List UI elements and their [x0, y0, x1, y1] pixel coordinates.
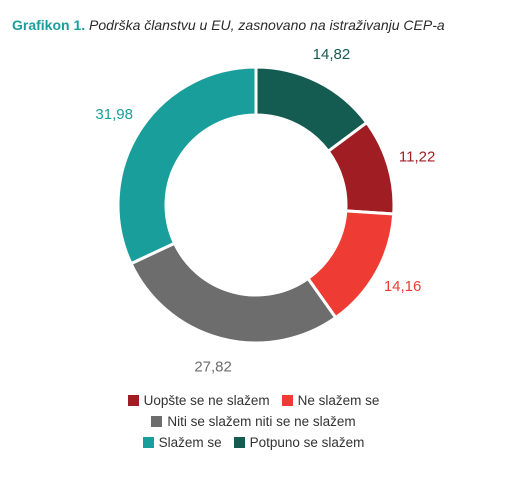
data-label-ne-slazem-se: 14,16 — [384, 278, 422, 295]
slice-slazem-se — [116, 65, 258, 266]
legend-label: Potpuno se slažem — [249, 435, 365, 450]
legend-item-uopste-se-ne-slazem: Uopšte se ne slažem — [127, 393, 270, 408]
slice-niti-se-slazem-niti-se-ne-slazem — [129, 241, 338, 345]
chart-title-lead: Grafikon 1. — [12, 17, 86, 33]
data-label-niti-se-slazem-niti-se-ne-slazem: 27,82 — [194, 358, 232, 375]
legend-row: Niti se slažem niti se ne slažem — [0, 411, 507, 432]
data-label-slazem-se: 31,98 — [95, 106, 133, 123]
chart-title-text: Podrška članstvu u EU, zasnovano na istr… — [89, 17, 445, 33]
legend-swatch — [142, 437, 154, 448]
legend-label: Ne slažem se — [297, 393, 380, 408]
legend-label: Niti se slažem niti se ne slažem — [167, 414, 356, 429]
donut-chart: 14,82 11,22 14,16 27,82 31,98 — [95, 46, 435, 376]
data-label-uopste-se-ne-slazem: 11,22 — [399, 148, 435, 165]
legend-item-niti-se-slazem-niti-se-ne-slazem: Niti se slažem niti se ne slažem — [151, 414, 356, 429]
legend-row: Slažem se Potpuno se slažem — [0, 432, 507, 453]
legend-swatch — [281, 395, 293, 406]
legend-swatch — [151, 416, 163, 427]
legend-item-potpuno-se-slazem: Potpuno se slažem — [233, 435, 365, 450]
chart-title: Grafikon 1. Podrška članstvu u EU, zasno… — [12, 17, 445, 33]
chart-legend: Uopšte se ne slažem Ne slažem se Niti se s… — [0, 390, 507, 453]
legend-row: Uopšte se ne slažem Ne slažem se — [0, 390, 507, 411]
legend-swatch — [127, 395, 139, 406]
legend-item-ne-slazem-se: Ne slažem se — [281, 393, 380, 408]
legend-label: Uopšte se ne slažem — [143, 393, 270, 408]
legend-item-slazem-se: Slažem se — [142, 435, 222, 450]
legend-label: Slažem se — [158, 435, 222, 450]
data-label-potpuno-se-slazem: 14,82 — [313, 46, 351, 63]
legend-swatch — [233, 437, 245, 448]
